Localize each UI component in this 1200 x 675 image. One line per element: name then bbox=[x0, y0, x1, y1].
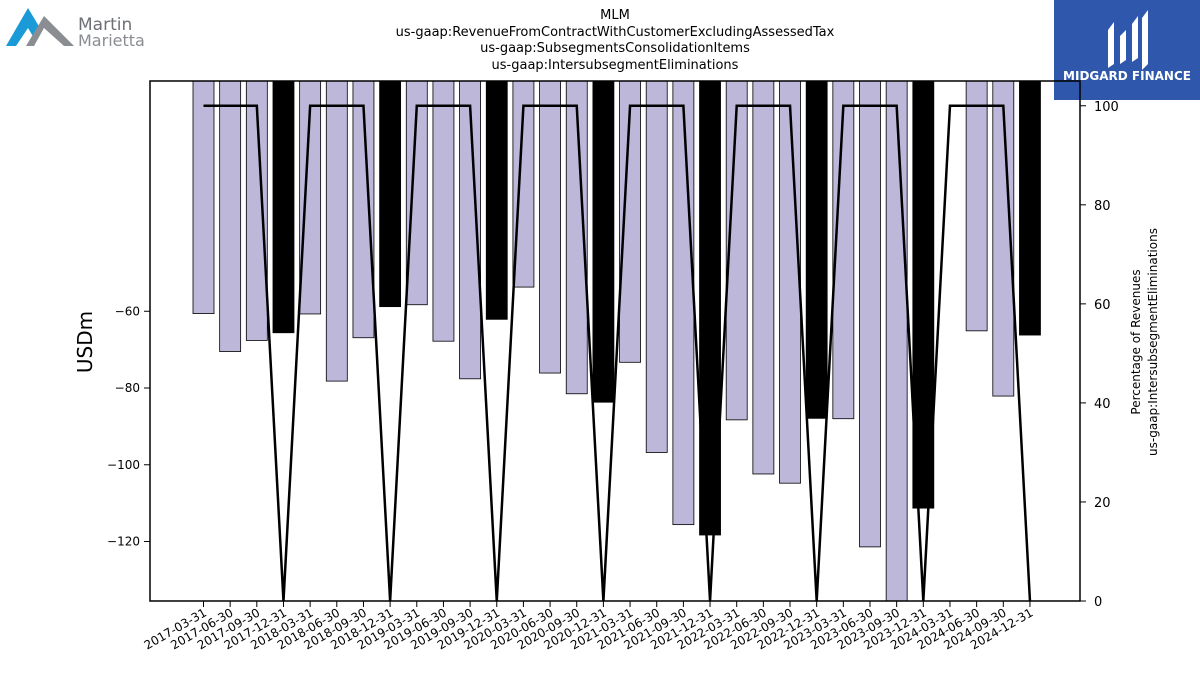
title-line-3: us-gaap:SubsegmentsConsolidationItems bbox=[480, 41, 750, 56]
y-axis-label: USDm bbox=[73, 311, 97, 373]
bar-2018-06-30 bbox=[325, 80, 348, 382]
y-tick-label: −80 bbox=[115, 381, 140, 395]
y2-tick-label: 80 bbox=[1094, 199, 1111, 214]
bar-2022-06-30 bbox=[752, 80, 775, 475]
bar-2020-12-31 bbox=[592, 80, 615, 403]
y2-axis-label: Percentage of Revenues us-gaap:Intersubs… bbox=[1129, 228, 1160, 456]
y-tick-label: −120 bbox=[107, 535, 140, 549]
bar-2024-12-31 bbox=[1019, 80, 1041, 336]
x-axis: 2017-03-312017-06-302017-09-302017-12-31… bbox=[142, 601, 1035, 652]
bar-2019-06-30 bbox=[432, 80, 455, 342]
midgard-logo-text: MIDGARD FINANCE bbox=[1063, 69, 1191, 83]
bar-2021-09-30 bbox=[672, 80, 695, 526]
bar-series bbox=[192, 80, 1041, 602]
logo-line-1: Martin bbox=[78, 15, 132, 35]
y-tick-label: −100 bbox=[107, 458, 140, 472]
y2-tick-label: 20 bbox=[1094, 496, 1111, 511]
logo-line-2: Marietta bbox=[78, 31, 145, 50]
y2-tick-label: 100 bbox=[1094, 100, 1119, 115]
midgard-finance-logo: MIDGARD FINANCE bbox=[1054, 0, 1200, 100]
y2-tick-label: 40 bbox=[1094, 397, 1111, 412]
bar-2017-03-31 bbox=[192, 80, 215, 314]
bar-2019-12-31 bbox=[485, 80, 508, 320]
bar-2020-06-30 bbox=[539, 80, 561, 374]
logo-mountain-blue bbox=[6, 8, 40, 46]
y-tick-label: −60 bbox=[115, 304, 140, 318]
y2-tick-label: 60 bbox=[1094, 298, 1111, 313]
title-line-1: MLM bbox=[600, 8, 630, 23]
y2-axis-label-line-2: us-gaap:IntersubsegmentEliminations bbox=[1146, 228, 1160, 456]
plot-frame bbox=[149, 80, 1081, 602]
bar-2021-06-30 bbox=[645, 80, 668, 453]
title-line-2: us-gaap:RevenueFromContractWithCustomerE… bbox=[396, 25, 835, 40]
bar-2023-09-30 bbox=[885, 80, 908, 602]
y2-axis-label-line-1: Percentage of Revenues bbox=[1129, 269, 1143, 414]
midgard-emblem-icon bbox=[1108, 10, 1148, 70]
bar-2017-12-31 bbox=[272, 80, 295, 334]
y-axis-right: 0 20 40 60 80 100 bbox=[1080, 100, 1119, 610]
y-axis-left: −60 −80 −100 −120 bbox=[107, 304, 150, 549]
bar-2023-06-30 bbox=[859, 80, 881, 548]
bar-2018-12-31 bbox=[379, 80, 402, 308]
bar-2017-06-30 bbox=[219, 80, 242, 352]
bar-2022-09-30 bbox=[779, 80, 801, 484]
martin-marietta-logo: Martin Marietta bbox=[6, 8, 145, 50]
percentage-line bbox=[203, 104, 1032, 602]
chart-title: MLM us-gaap:RevenueFromContractWithCusto… bbox=[396, 8, 835, 73]
bar-2022-12-31 bbox=[805, 80, 828, 419]
y2-tick-label: 0 bbox=[1094, 595, 1102, 610]
bar-2024-06-30 bbox=[965, 80, 988, 332]
percentage-line-series bbox=[203, 104, 1032, 602]
logo-mountain-grey bbox=[26, 16, 74, 46]
title-line-4: us-gaap:IntersubsegmentEliminations bbox=[492, 58, 739, 73]
